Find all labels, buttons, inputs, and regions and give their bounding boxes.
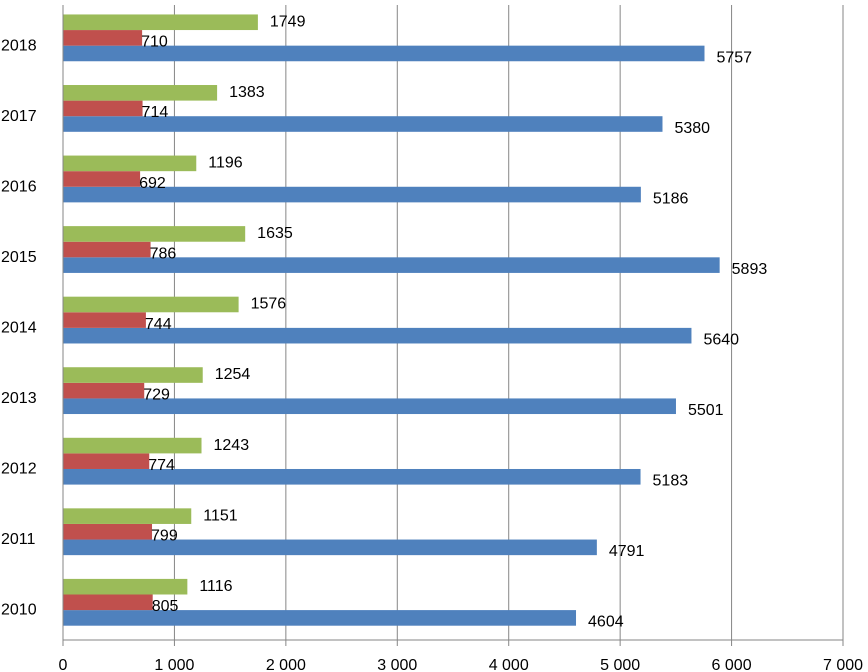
data-label: 1196 (208, 155, 243, 172)
bar-2014-series3 (63, 296, 239, 313)
bar-2016-series3 (63, 155, 197, 172)
data-label: 774 (148, 457, 175, 474)
data-label: 5893 (732, 261, 768, 278)
bar-2018-series1 (63, 45, 705, 62)
x-tick-label: 5 000 (600, 657, 640, 672)
bar-2014-series1 (63, 327, 692, 344)
data-label: 1635 (257, 225, 293, 242)
category-label: 2018 (1, 37, 37, 54)
bar-2012-series3 (63, 437, 202, 454)
category-label: 2014 (1, 320, 37, 337)
bars (63, 14, 720, 626)
category-label: 2013 (1, 390, 37, 407)
data-label: 729 (143, 386, 170, 403)
bar-2015-series1 (63, 257, 720, 273)
bar-2013-series3 (63, 367, 203, 383)
data-labels: 4604 805 1116 4791 799 1151 5183 774 1243 5501 729… (139, 13, 767, 630)
axes: 0 1 000 2 000 3 000 4 000 5 000 6 000 7 000 2010… (1, 5, 863, 672)
x-tick-label: 1 000 (154, 657, 194, 672)
data-label: 710 (141, 34, 168, 51)
bar-2018-series3 (63, 14, 258, 31)
bar-2016-series2 (63, 171, 141, 187)
bar-2012-series1 (63, 468, 641, 485)
bar-2014-series2 (63, 312, 146, 328)
data-label: 1243 (214, 437, 250, 454)
data-label: 1116 (199, 578, 232, 595)
data-label: 805 (152, 598, 179, 615)
x-tick-label: 3 000 (377, 657, 417, 672)
data-label: 799 (151, 528, 178, 545)
bar-2012-series2 (63, 453, 150, 469)
category-label: 2012 (1, 461, 37, 478)
bar-2013-series1 (63, 398, 676, 415)
bar-2010-series3 (63, 578, 188, 595)
bar-2017-series2 (63, 100, 143, 117)
data-label: 714 (142, 104, 169, 121)
category-label: 2015 (1, 249, 37, 266)
bar-2015-series3 (63, 226, 246, 242)
category-label: 2010 (1, 602, 37, 619)
data-label: 1576 (251, 296, 287, 313)
data-label: 5186 (653, 190, 689, 207)
data-label: 5183 (653, 473, 689, 490)
bar-2016-series1 (63, 186, 641, 203)
data-label: 4604 (588, 614, 624, 631)
bar-2017-series3 (63, 85, 218, 101)
x-tick-label: 6 000 (712, 657, 752, 672)
data-label: 5640 (703, 331, 739, 348)
data-label: 5380 (674, 120, 710, 137)
bar-2010-series1 (63, 610, 577, 626)
grid-lines (173, 5, 844, 640)
data-label: 786 (150, 245, 177, 262)
x-tick-label: 4 000 (489, 657, 529, 672)
bar-2011-series3 (63, 508, 192, 524)
bar-2015-series2 (63, 241, 151, 258)
category-label: 2016 (1, 178, 37, 195)
data-label: 5757 (716, 49, 752, 66)
x-tick-label: 0 (59, 657, 68, 672)
bar-2011-series2 (63, 523, 153, 540)
x-tick-label: 2 000 (266, 657, 306, 672)
bar-2017-series1 (63, 116, 663, 132)
data-label: 744 (145, 316, 172, 333)
data-label: 1254 (215, 366, 251, 383)
data-label: 4791 (609, 543, 645, 560)
category-label: 2017 (1, 108, 37, 125)
bar-2018-series2 (63, 30, 143, 46)
bar-2013-series2 (63, 382, 145, 399)
category-label: 2011 (1, 531, 36, 548)
bar-2010-series2 (63, 594, 153, 611)
data-label: 1749 (270, 13, 306, 30)
bar-2011-series1 (63, 539, 597, 556)
data-label: 1151 (203, 507, 238, 524)
x-tick-label: 7 000 (823, 657, 863, 672)
data-label: 5501 (688, 402, 724, 419)
data-label: 692 (139, 175, 166, 192)
data-label: 1383 (229, 84, 265, 101)
